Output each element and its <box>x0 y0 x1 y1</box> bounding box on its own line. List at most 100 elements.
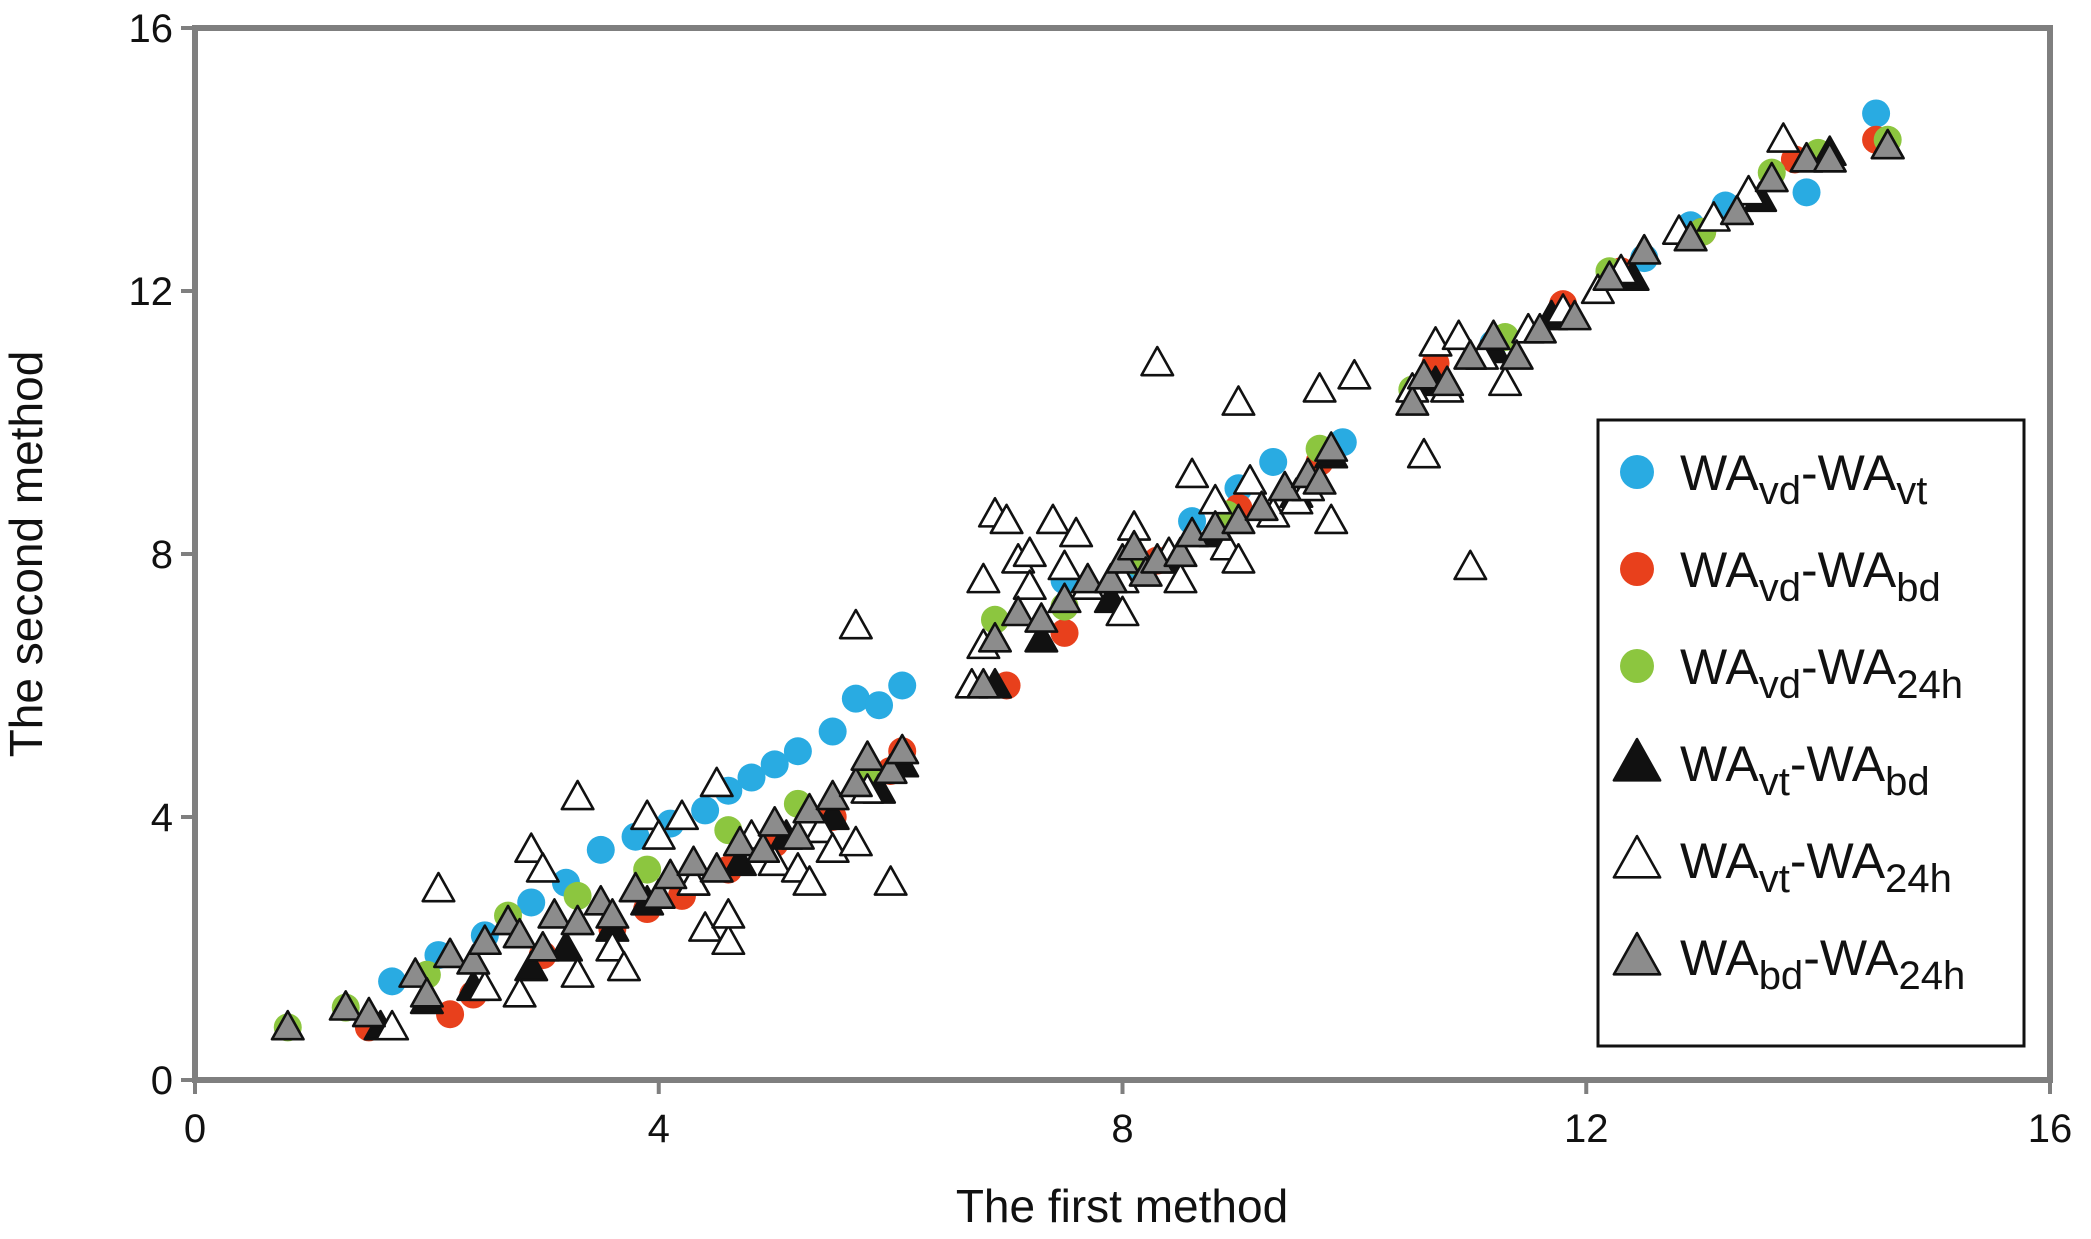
legend-entry: WAvt-WA24h <box>1680 833 1952 901</box>
data-point <box>850 740 885 771</box>
data-point <box>885 733 920 765</box>
legend-text-part: -WA <box>1801 639 1897 695</box>
data-point <box>757 805 792 837</box>
legend-subscript: 24h <box>1885 857 1952 901</box>
data-point <box>1476 319 1511 351</box>
data-point <box>514 832 549 863</box>
data-point <box>467 970 502 1002</box>
data-point <box>1302 372 1337 403</box>
y-axis-label: The second method <box>0 351 52 758</box>
x-axis-label: The first method <box>956 1180 1288 1232</box>
x-axis-ticks: 0 4 8 12 16 <box>184 1080 2072 1151</box>
data-point <box>1070 562 1105 594</box>
legend-subscript: bd <box>1759 954 1804 998</box>
x-tick-label: 12 <box>1564 1107 1609 1151</box>
data-point <box>502 976 537 1008</box>
x-tick-label: 16 <box>2028 1107 2073 1151</box>
data-point <box>1406 358 1441 390</box>
data-point <box>525 930 560 962</box>
data-point <box>1259 447 1288 476</box>
y-tick-label: 0 <box>151 1059 173 1103</box>
data-point <box>433 937 468 969</box>
data-point <box>737 763 766 792</box>
data-point <box>1395 385 1430 416</box>
data-point <box>1244 490 1279 522</box>
legend-entry: WAvd-WA24h <box>1680 639 1963 707</box>
data-point <box>456 944 491 975</box>
data-point <box>711 924 746 956</box>
data-point <box>606 950 642 982</box>
data-point <box>1488 365 1523 397</box>
legend-text-part: WA <box>1680 445 1759 501</box>
data-point <box>517 888 546 917</box>
data-point <box>1221 385 1256 416</box>
data-point <box>514 950 549 982</box>
data-point <box>560 904 595 936</box>
data-point <box>1812 141 1847 173</box>
data-point <box>1232 464 1268 495</box>
y-tick-label: 16 <box>129 7 174 51</box>
data-point <box>560 957 595 988</box>
data-point <box>1592 260 1627 291</box>
data-point <box>1117 529 1152 561</box>
data-point <box>563 881 592 910</box>
data-point <box>1453 549 1488 581</box>
data-point <box>1035 503 1070 535</box>
x-tick-label: 0 <box>184 1107 206 1151</box>
data-point <box>560 779 595 811</box>
data-point <box>1627 233 1662 265</box>
legend: WAvd-WAvtWAvd-WAbdWAvd-WA24hWAvt-WAbdWAv… <box>1596 418 2026 1048</box>
data-point <box>873 865 908 896</box>
legend-marker <box>1612 931 1662 976</box>
data-point <box>980 605 1009 634</box>
data-point <box>467 924 502 956</box>
data-point <box>1302 464 1337 495</box>
y-tick-label: 12 <box>129 270 174 314</box>
x-tick-label: 8 <box>1111 1107 1133 1151</box>
data-point <box>1862 99 1891 128</box>
legend-text-part: WA <box>1680 736 1759 792</box>
data-point <box>1441 319 1476 351</box>
data-point <box>838 825 873 857</box>
data-point <box>1314 503 1349 535</box>
data-point <box>1105 595 1140 627</box>
legend-entry: WAbd-WA24h <box>1680 930 1965 998</box>
data-point <box>746 832 781 863</box>
data-point <box>351 996 386 1028</box>
data-point <box>378 967 407 996</box>
legend-entry: WAvd-WAbd <box>1680 542 1941 610</box>
y-axis-ticks: 0 4 8 12 16 <box>129 7 195 1103</box>
data-point <box>525 852 560 883</box>
data-point <box>1870 128 1905 160</box>
data-point <box>1163 536 1198 568</box>
legend-marker <box>1612 737 1662 782</box>
data-point <box>691 796 720 825</box>
legend-subscript: 24h <box>1896 663 1963 707</box>
data-point <box>1754 161 1789 193</box>
legend-subscript: bd <box>1896 566 1941 610</box>
data-point <box>1314 431 1349 462</box>
legend-subscript: vt <box>1759 857 1790 901</box>
data-point <box>641 878 676 910</box>
data-point <box>618 871 653 903</box>
y-tick-label: 8 <box>151 533 173 577</box>
data-point <box>595 930 630 962</box>
data-point <box>1719 194 1755 226</box>
data-point <box>548 930 584 962</box>
data-point <box>1673 220 1708 252</box>
data-point <box>966 562 1001 594</box>
data-point <box>989 503 1024 535</box>
data-point <box>1024 602 1059 633</box>
y-tick-label: 4 <box>151 796 173 840</box>
data-point <box>711 898 746 929</box>
data-point <box>838 766 873 798</box>
data-point <box>633 855 662 884</box>
data-point <box>838 608 873 640</box>
data-point <box>586 835 615 864</box>
data-point <box>873 753 908 785</box>
data-point <box>1012 536 1047 568</box>
data-point <box>977 621 1013 653</box>
data-point <box>1001 595 1036 627</box>
legend-text-part: -WA <box>1801 542 1897 598</box>
